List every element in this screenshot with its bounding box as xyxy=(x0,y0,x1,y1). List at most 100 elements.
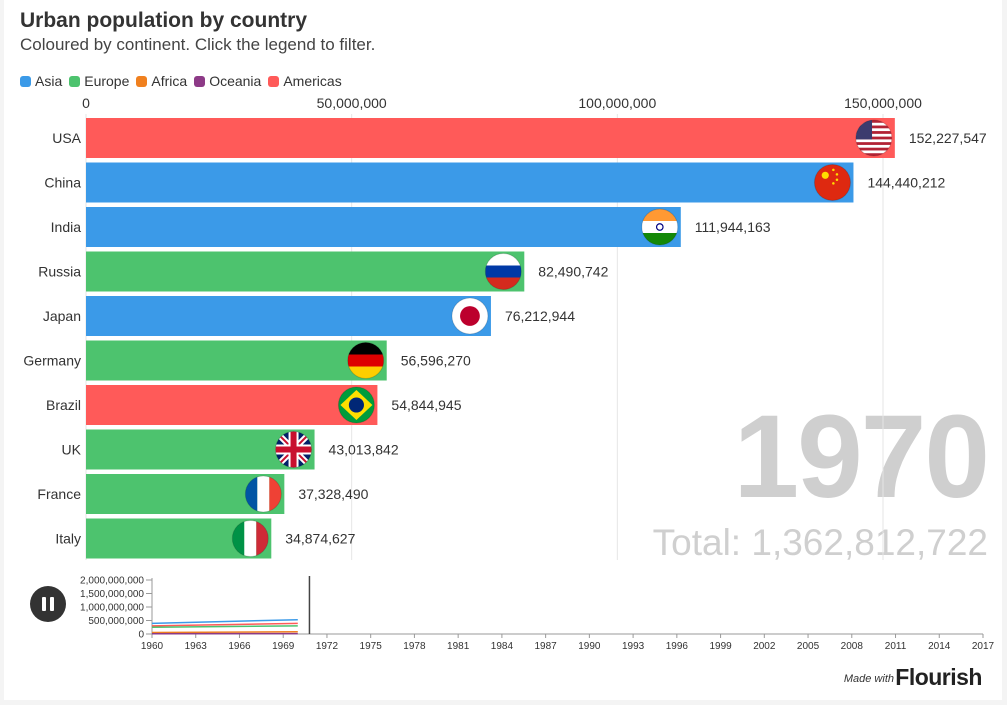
timeline-xtick-label: 1960 xyxy=(141,641,164,652)
legend-label: Oceania xyxy=(209,73,262,89)
legend-swatch xyxy=(136,75,148,87)
timeline-xtick-label: 1984 xyxy=(491,641,514,652)
timeline-xtick-label: 2014 xyxy=(928,641,951,652)
timeline-ytick-label: 500,000,000 xyxy=(88,616,144,627)
flag-outline xyxy=(855,119,893,157)
value-label: 82,490,742 xyxy=(538,264,608,280)
timeline-xtick-label: 1993 xyxy=(622,641,645,652)
legend-swatch xyxy=(20,75,31,87)
legend-swatch xyxy=(194,75,206,87)
timeline-xtick-label: 2002 xyxy=(753,641,776,652)
bar-japan xyxy=(86,296,491,336)
italy-flag-icon xyxy=(232,520,269,557)
flag-outline xyxy=(337,386,375,424)
chart-subtitle: Coloured by continent. Click the legend … xyxy=(20,35,376,54)
flag-outline xyxy=(347,342,385,379)
germany-flag-icon xyxy=(347,342,384,379)
x-tick-label: 100,000,000 xyxy=(578,95,656,111)
bar-group: China 144,440,212 xyxy=(44,162,946,203)
russia-flag-icon xyxy=(485,253,522,290)
legend-label: Asia xyxy=(35,73,63,89)
india-flag-icon xyxy=(641,209,678,245)
timeline-xtick-label: 1972 xyxy=(316,641,339,652)
timeline-xtick-label: 1981 xyxy=(447,641,470,652)
legend-item-oceania[interactable]: Oceania xyxy=(194,73,261,89)
country-label: Brazil xyxy=(46,397,81,413)
timeline-xtick-label: 1975 xyxy=(360,641,383,652)
timeline-xtick-label: 2011 xyxy=(885,641,907,652)
x-tick-label: 50,000,000 xyxy=(317,95,387,111)
bar-china xyxy=(86,162,854,203)
timeline-series-americas xyxy=(151,622,298,627)
value-label: 76,212,944 xyxy=(505,308,575,324)
timeline-xtick-label: 2008 xyxy=(841,641,864,652)
bar-russia xyxy=(86,251,525,292)
timeline-xtick-label: 2005 xyxy=(797,641,820,652)
legend-label: Europe xyxy=(84,73,130,89)
x-tick-label: 150,000,000 xyxy=(844,95,922,111)
legend-item-africa[interactable]: Africa xyxy=(136,73,187,89)
legend-item-europe[interactable]: Europe xyxy=(69,73,129,89)
value-label: 111,944,163 xyxy=(695,219,771,235)
usa-flag-icon xyxy=(855,120,892,156)
flag-outline xyxy=(451,297,489,335)
bar-brazil xyxy=(86,385,378,425)
country-label: Russia xyxy=(38,264,81,280)
bar-usa xyxy=(86,118,895,158)
value-label: 152,227,547 xyxy=(909,130,987,146)
bar-group: USA 152,227,547 xyxy=(52,118,987,158)
legend-label: Africa xyxy=(151,73,188,89)
bar-germany xyxy=(86,340,387,381)
bar-group: Russia 82,490,742 xyxy=(38,251,609,292)
flag-outline xyxy=(641,208,679,246)
legend-swatch xyxy=(268,75,280,87)
country-label: France xyxy=(37,486,81,502)
pause-button[interactable] xyxy=(30,586,66,622)
timeline-series-asia xyxy=(151,618,298,625)
timeline-xtick-label: 1996 xyxy=(666,641,689,652)
country-label: UK xyxy=(62,442,82,458)
value-label: 43,013,842 xyxy=(329,442,399,458)
flourish-logo[interactable]: Flourish xyxy=(895,664,982,690)
flag-outline xyxy=(484,253,522,290)
bar-group: Brazil 54,844,945 xyxy=(46,385,462,425)
bar-india xyxy=(86,207,681,247)
timeline-xtick-label: 1990 xyxy=(578,641,601,652)
current-year: 1970 xyxy=(733,391,990,523)
timeline-xtick-label: 1978 xyxy=(403,641,426,652)
pause-icon-bar xyxy=(50,597,54,611)
timeline-xtick-label: 1969 xyxy=(272,641,295,652)
country-label: Italy xyxy=(55,531,81,547)
value-label: 37,328,490 xyxy=(298,486,368,502)
flag-outline xyxy=(275,431,313,468)
japan-flag-icon xyxy=(451,298,488,334)
timeline-xtick-label: 2017 xyxy=(972,641,995,652)
timeline-ytick-label: 2,000,000,000 xyxy=(80,576,144,587)
timeline-ytick-label: 1,000,000,000 xyxy=(80,603,144,614)
timeline-xtick-label: 1999 xyxy=(709,641,732,652)
pause-icon xyxy=(42,597,46,611)
total-label: Total: 1,362,812,722 xyxy=(652,522,988,563)
legend-swatch xyxy=(69,75,81,87)
france-flag-icon xyxy=(245,476,282,512)
country-label: Germany xyxy=(23,353,81,369)
brazil-flag-icon xyxy=(338,387,375,423)
chart-title: Urban population by country xyxy=(20,9,307,32)
legend-item-asia[interactable]: Asia xyxy=(20,73,62,89)
flag-outline xyxy=(231,520,269,557)
made-with-text: Made with xyxy=(843,673,894,685)
china-flag-icon xyxy=(814,164,851,201)
timeline-series-africa xyxy=(151,630,298,634)
bar-group: Italy 34,874,627 xyxy=(55,518,356,559)
value-label: 54,844,945 xyxy=(391,397,461,413)
bar-group: Japan 76,212,944 xyxy=(43,296,575,336)
country-label: USA xyxy=(52,130,81,146)
legend-item-americas[interactable]: Americas xyxy=(268,73,342,89)
timeline-ytick-label: 1,500,000,000 xyxy=(80,589,144,600)
bar-group: UK 43,013,842 xyxy=(62,429,399,470)
country-label: China xyxy=(44,175,81,191)
value-label: 56,596,270 xyxy=(401,353,471,369)
bar-group: France 37,328,490 xyxy=(37,474,369,514)
bar-group: Germany 56,596,270 xyxy=(23,340,471,381)
